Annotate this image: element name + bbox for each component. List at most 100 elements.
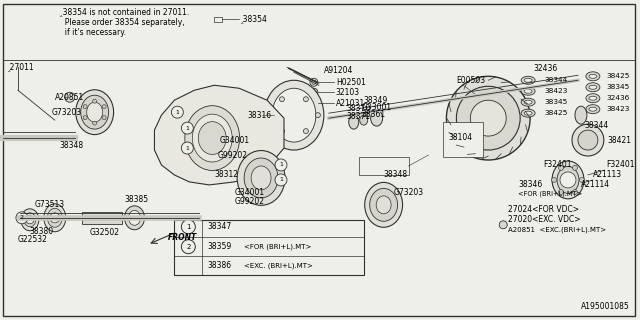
- Circle shape: [102, 105, 106, 109]
- Text: G99202: G99202: [217, 150, 247, 159]
- Circle shape: [50, 213, 60, 223]
- Circle shape: [559, 189, 563, 195]
- Bar: [214, 17, 222, 22]
- Text: 38370: 38370: [347, 104, 371, 113]
- Text: E00503: E00503: [456, 76, 486, 85]
- Text: F32401: F32401: [606, 161, 634, 170]
- Text: ‸27011: ‸27011: [8, 63, 35, 72]
- Text: 38348: 38348: [383, 171, 408, 180]
- Circle shape: [470, 100, 506, 136]
- Ellipse shape: [521, 76, 535, 84]
- Ellipse shape: [24, 213, 36, 227]
- Circle shape: [16, 212, 28, 224]
- Ellipse shape: [589, 74, 597, 78]
- Ellipse shape: [589, 96, 597, 100]
- Text: <FOR (BRI+L).MT>: <FOR (BRI+L).MT>: [518, 191, 582, 197]
- Circle shape: [268, 113, 273, 118]
- Text: Please order 38354 separately,: Please order 38354 separately,: [60, 18, 184, 27]
- Text: if it's necessary.: if it's necessary.: [60, 28, 126, 37]
- Circle shape: [83, 105, 87, 109]
- Ellipse shape: [371, 110, 383, 126]
- Text: 38425: 38425: [607, 73, 630, 79]
- Ellipse shape: [237, 150, 285, 205]
- Ellipse shape: [21, 209, 39, 231]
- Text: G34001: G34001: [220, 136, 250, 145]
- Text: 38349: 38349: [364, 96, 388, 105]
- Ellipse shape: [81, 95, 109, 129]
- Text: 38425: 38425: [544, 110, 568, 116]
- Circle shape: [303, 97, 308, 102]
- Circle shape: [303, 129, 308, 133]
- Circle shape: [181, 240, 195, 254]
- Text: G34001: G34001: [234, 188, 264, 197]
- Text: 1: 1: [175, 110, 179, 115]
- Text: 38385: 38385: [125, 195, 148, 204]
- Ellipse shape: [264, 80, 324, 150]
- Circle shape: [65, 92, 75, 102]
- Ellipse shape: [376, 196, 391, 214]
- Text: 2: 2: [20, 215, 24, 220]
- Text: G73513: G73513: [35, 200, 65, 209]
- Text: 1: 1: [186, 224, 191, 230]
- Text: G99202: G99202: [234, 197, 264, 206]
- Text: 38421: 38421: [608, 136, 632, 145]
- Text: 38371: 38371: [347, 112, 371, 121]
- Circle shape: [275, 174, 287, 186]
- Text: ‸38354: ‸38354: [241, 15, 268, 24]
- Ellipse shape: [586, 94, 600, 103]
- Ellipse shape: [370, 188, 397, 221]
- Text: G73203: G73203: [394, 188, 424, 197]
- Bar: [174, 220, 364, 275]
- Ellipse shape: [47, 208, 62, 227]
- Text: 38316: 38316: [247, 111, 271, 120]
- Text: G22532: G22532: [18, 235, 48, 244]
- Ellipse shape: [198, 122, 226, 155]
- Ellipse shape: [86, 102, 102, 122]
- Ellipse shape: [521, 98, 535, 106]
- Ellipse shape: [589, 107, 597, 111]
- Circle shape: [456, 86, 520, 150]
- Bar: [82, 212, 122, 224]
- Text: 38344: 38344: [584, 121, 608, 130]
- Text: 2: 2: [186, 244, 191, 250]
- Circle shape: [93, 99, 97, 103]
- Circle shape: [310, 78, 318, 86]
- Ellipse shape: [185, 106, 239, 171]
- Circle shape: [447, 76, 530, 160]
- Text: F32401: F32401: [543, 161, 572, 170]
- Text: 38359: 38359: [207, 242, 232, 251]
- Ellipse shape: [76, 90, 113, 135]
- Ellipse shape: [552, 161, 584, 199]
- Text: A21031: A21031: [336, 99, 365, 108]
- Text: ‸38354 is not contained in 27011.: ‸38354 is not contained in 27011.: [60, 8, 189, 17]
- Text: 1: 1: [186, 126, 189, 131]
- Ellipse shape: [557, 166, 579, 193]
- Text: 38380: 38380: [30, 227, 54, 236]
- Text: A195001085: A195001085: [581, 302, 630, 311]
- Text: 38348: 38348: [60, 140, 84, 149]
- Circle shape: [26, 216, 34, 224]
- Text: 32103: 32103: [336, 88, 360, 97]
- Text: A20851: A20851: [55, 93, 84, 102]
- Bar: [444, 122, 483, 157]
- Text: G32502: G32502: [90, 228, 120, 237]
- Circle shape: [310, 99, 318, 107]
- Ellipse shape: [125, 206, 145, 230]
- Ellipse shape: [360, 115, 368, 125]
- Text: 1: 1: [186, 146, 189, 150]
- Text: 38423: 38423: [607, 106, 630, 112]
- Text: 32436: 32436: [607, 95, 630, 101]
- Text: 38347: 38347: [207, 222, 232, 231]
- Text: A21113: A21113: [593, 171, 622, 180]
- Ellipse shape: [44, 204, 66, 232]
- Circle shape: [93, 121, 97, 125]
- Circle shape: [310, 88, 318, 96]
- Circle shape: [572, 165, 577, 170]
- Text: 27024<FOR VDC>: 27024<FOR VDC>: [508, 205, 579, 214]
- Text: 38345: 38345: [607, 84, 630, 90]
- Circle shape: [181, 142, 193, 154]
- Text: <FOR (BRI+L).MT>: <FOR (BRI+L).MT>: [244, 244, 312, 250]
- Circle shape: [181, 122, 193, 134]
- Ellipse shape: [244, 158, 278, 198]
- Text: 38423: 38423: [544, 88, 568, 94]
